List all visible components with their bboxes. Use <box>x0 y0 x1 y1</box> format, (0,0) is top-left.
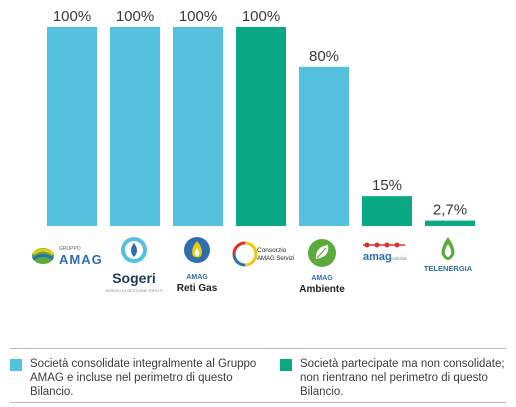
bar-6 <box>362 196 412 226</box>
logo-text: Ambiente <box>299 284 345 295</box>
legend-label-consolidated: Società consolidate integralmente al Gru… <box>30 358 257 398</box>
bar-7 <box>425 220 475 226</box>
bar-value-label: 100% <box>179 8 217 25</box>
telenergia-logo: TELENERGIA <box>424 237 473 273</box>
logo-text: GRUPPO <box>59 246 81 252</box>
bar-4 <box>236 27 286 226</box>
logo-text: AMAG <box>311 275 333 282</box>
logo-text: AMAG Servizi <box>257 256 294 262</box>
legend-bottom-rule <box>10 402 506 403</box>
amag-reti-gas-logo: AMAG Reti Gas <box>177 237 218 294</box>
legend-swatch-consolidated <box>10 359 22 371</box>
bar-3 <box>173 27 223 226</box>
bar-value-label: 15% <box>372 177 402 194</box>
logo-text: TELENERGIA <box>424 264 473 273</box>
legend-item-participated: Società partecipate ma non consolidate; … <box>280 357 506 399</box>
logo-text: Reti Gas <box>177 283 218 294</box>
bar-5 <box>299 66 349 226</box>
legend-label-participated: Società partecipate ma non consolidate; … <box>300 358 505 398</box>
bar-2 <box>110 27 160 226</box>
logo-text: amag <box>363 251 392 263</box>
bar-chart: 100% 100% 100% 100% 80% 15% 2,7% GRUPPO AMAG S… <box>32 8 475 295</box>
bar-value-label: 100% <box>242 8 280 25</box>
bar-value-label: 80% <box>309 48 339 65</box>
sogeri-logo: Sogeri SERVIZI DI GESTIONE RIFIUTI <box>105 237 163 293</box>
logo-text: AMAG <box>59 252 103 267</box>
train-track-icon <box>363 242 405 248</box>
bar-value-label: 100% <box>116 8 154 25</box>
amag-ambiente-logo: AMAG Ambiente <box>299 239 345 295</box>
bar-value-label: 100% <box>53 8 91 25</box>
amag-mobilita-logo: amag mobilità <box>363 242 407 263</box>
gruppo-amag-logo: GRUPPO AMAG <box>32 246 103 267</box>
legend-top-rule <box>10 348 506 349</box>
logo-text: AMAG <box>186 274 208 281</box>
logo-text: Consorzio <box>257 247 287 254</box>
bar-1 <box>47 27 97 226</box>
logo-text: Sogeri <box>112 270 156 286</box>
legend-item-consolidated: Società consolidate integralmente al Gru… <box>10 357 258 399</box>
chart-canvas: 100% 100% 100% 100% 80% 15% 2,7% GRUPPO AMAG S… <box>32 8 475 295</box>
logo-text: mobilità <box>391 256 407 261</box>
bar-value-label: 2,7% <box>433 202 467 219</box>
consorzio-amag-servizi-logo: Consorzio AMAG Servizi <box>232 241 294 267</box>
energy-drop-icon <box>441 237 455 260</box>
logo-text: SERVIZI DI GESTIONE RIFIUTI <box>105 288 163 293</box>
legend-swatch-participated <box>280 359 292 371</box>
